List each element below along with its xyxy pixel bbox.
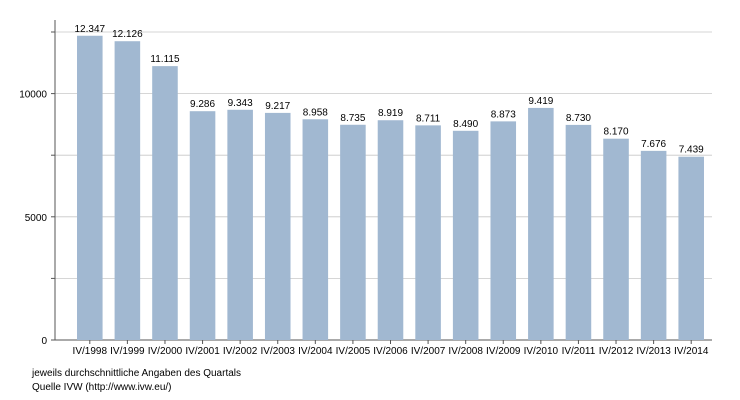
bar bbox=[152, 66, 178, 340]
bar bbox=[452, 130, 479, 340]
bar bbox=[490, 121, 517, 340]
bar bbox=[302, 119, 329, 341]
bar bbox=[340, 124, 366, 341]
x-tick-label: IV/1998 bbox=[73, 346, 108, 357]
bar-value-label: 8.490 bbox=[453, 119, 478, 130]
bar bbox=[565, 124, 592, 341]
x-tick-label: IV/2007 bbox=[411, 346, 446, 357]
x-tick-label: IV/1999 bbox=[110, 346, 145, 357]
x-tick-label: IV/2003 bbox=[260, 346, 295, 357]
bar-value-label: 7.676 bbox=[641, 139, 666, 150]
bar-value-label: 8.170 bbox=[604, 127, 629, 138]
bar-value-label: 12.347 bbox=[74, 24, 105, 35]
bar bbox=[640, 150, 667, 340]
x-tick-label: IV/2004 bbox=[298, 346, 333, 357]
x-tick-label: IV/2012 bbox=[599, 346, 634, 357]
bar bbox=[77, 35, 103, 340]
bar bbox=[189, 111, 216, 340]
chart-footnote: jeweils durchschnittliche Angaben des Qu… bbox=[32, 368, 242, 379]
y-tick-label: 5000 bbox=[25, 213, 48, 224]
x-tick-label: IV/2010 bbox=[524, 346, 559, 357]
chart-source: Quelle IVW (http://www.ivw.eu/) bbox=[32, 382, 172, 393]
bar bbox=[264, 112, 291, 340]
bar bbox=[377, 120, 404, 340]
bar bbox=[528, 107, 554, 341]
x-tick-label: IV/2002 bbox=[223, 346, 258, 357]
bar-value-label: 8.735 bbox=[340, 113, 365, 124]
bar bbox=[114, 41, 141, 340]
bar-value-label: 9.419 bbox=[528, 96, 553, 107]
x-tick-label: IV/2000 bbox=[148, 346, 183, 357]
bar bbox=[227, 109, 253, 340]
x-tick-label: IV/2011 bbox=[562, 346, 596, 357]
bar-value-label: 7.439 bbox=[679, 145, 704, 156]
bar-value-label: 8.919 bbox=[378, 108, 403, 119]
x-tick-label: IV/2014 bbox=[674, 346, 709, 357]
bar bbox=[678, 156, 704, 340]
bar bbox=[415, 125, 441, 340]
bar-value-label: 9.217 bbox=[265, 101, 290, 112]
bar-chart: 0 5000 10000 12.347 IV/1998 12.126 IV/1999 11.1… bbox=[19, 20, 712, 357]
y-tick-label: 10000 bbox=[19, 90, 47, 101]
bar-value-label: 12.126 bbox=[112, 29, 143, 40]
bar-value-label: 8.711 bbox=[416, 113, 441, 124]
x-tick-label: IV/2013 bbox=[636, 346, 671, 357]
x-tick-label: IV/2009 bbox=[486, 346, 521, 357]
bar-value-label: 9.286 bbox=[190, 99, 215, 110]
x-tick-label: IV/2001 bbox=[185, 346, 220, 357]
y-tick-label: 0 bbox=[41, 336, 47, 347]
bar-value-label: 8.730 bbox=[566, 113, 591, 124]
x-tick-label: IV/2008 bbox=[448, 346, 483, 357]
bar-value-label: 8.958 bbox=[303, 107, 328, 118]
x-tick-label: IV/2006 bbox=[373, 346, 408, 357]
x-tick-label: IV/2005 bbox=[336, 346, 371, 357]
bar-value-label: 9.343 bbox=[228, 98, 253, 109]
bar-value-label: 8.873 bbox=[491, 109, 516, 120]
bar-value-label: 11.115 bbox=[150, 54, 180, 65]
bar bbox=[603, 138, 629, 340]
